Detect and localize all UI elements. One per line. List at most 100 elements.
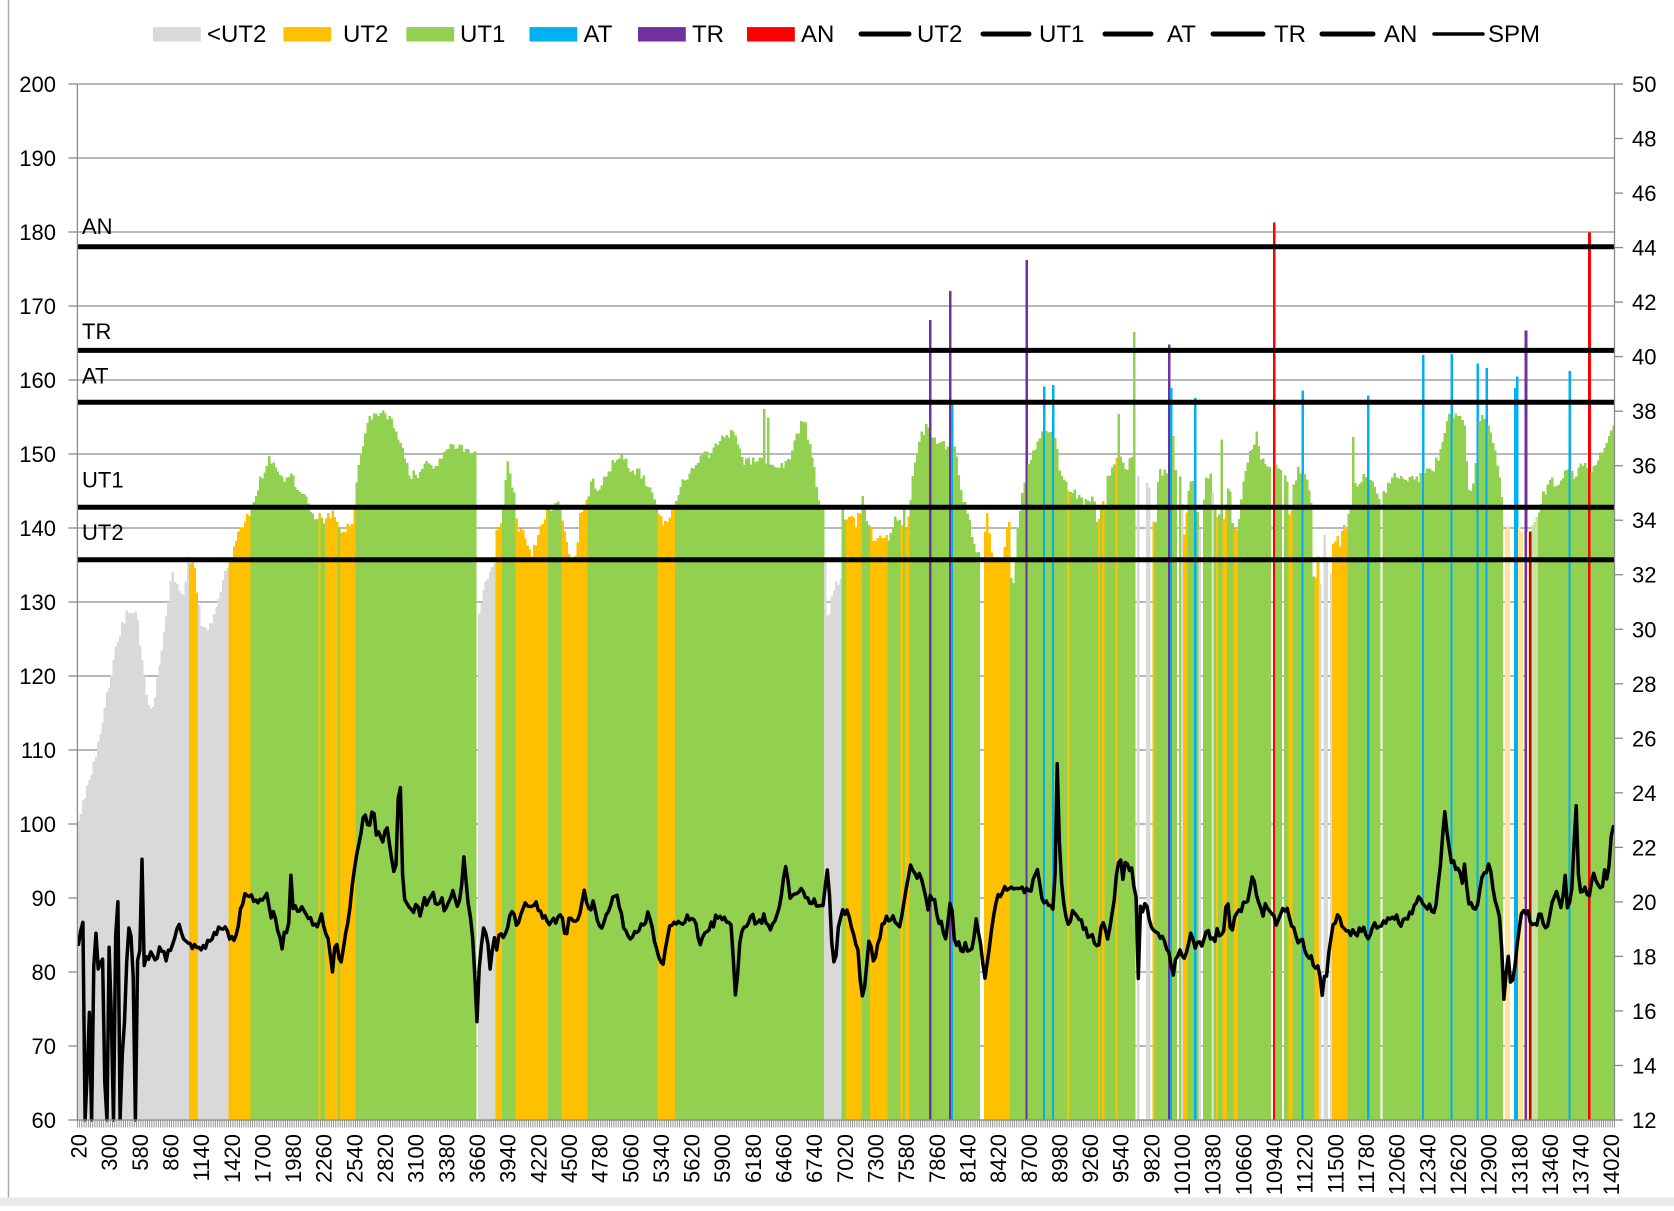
svg-text:11220: 11220 — [1293, 1134, 1318, 1194]
svg-text:8700: 8700 — [1017, 1134, 1042, 1183]
svg-text:36: 36 — [1632, 454, 1656, 479]
svg-text:TR: TR — [692, 21, 724, 48]
svg-text:60: 60 — [32, 1108, 56, 1133]
svg-text:UT2: UT2 — [917, 21, 962, 48]
svg-text:13180: 13180 — [1507, 1134, 1532, 1195]
svg-text:150: 150 — [19, 442, 56, 467]
svg-text:1700: 1700 — [250, 1134, 275, 1183]
svg-text:7860: 7860 — [925, 1134, 950, 1183]
svg-text:9540: 9540 — [1109, 1134, 1134, 1183]
svg-text:12: 12 — [1632, 1108, 1656, 1133]
svg-text:48: 48 — [1632, 127, 1656, 152]
svg-text:180: 180 — [19, 220, 56, 245]
svg-text:UT1: UT1 — [1039, 21, 1084, 48]
svg-text:12900: 12900 — [1477, 1134, 1502, 1195]
svg-text:11500: 11500 — [1323, 1134, 1348, 1194]
svg-text:140: 140 — [19, 516, 56, 541]
svg-text:9260: 9260 — [1078, 1134, 1103, 1183]
svg-text:UT2: UT2 — [343, 21, 388, 48]
svg-text:170: 170 — [19, 294, 56, 319]
svg-text:4220: 4220 — [526, 1134, 551, 1183]
svg-text:28: 28 — [1632, 672, 1656, 697]
svg-text:130: 130 — [19, 590, 56, 615]
svg-text:AN: AN — [801, 21, 834, 48]
svg-text:18: 18 — [1632, 944, 1656, 969]
svg-text:TR: TR — [1274, 21, 1306, 48]
svg-text:2260: 2260 — [312, 1134, 337, 1183]
svg-text:8420: 8420 — [986, 1134, 1011, 1183]
svg-text:AT: AT — [82, 364, 108, 389]
svg-text:7580: 7580 — [894, 1134, 919, 1183]
svg-text:AN: AN — [82, 214, 113, 239]
svg-text:50: 50 — [1632, 72, 1656, 97]
svg-text:2540: 2540 — [342, 1134, 367, 1183]
svg-text:70: 70 — [32, 1034, 56, 1059]
svg-text:160: 160 — [19, 368, 56, 393]
svg-text:1420: 1420 — [220, 1134, 245, 1183]
svg-text:5060: 5060 — [618, 1134, 643, 1183]
svg-text:24: 24 — [1632, 781, 1656, 806]
svg-text:120: 120 — [19, 664, 56, 689]
svg-text:8140: 8140 — [956, 1134, 981, 1183]
svg-text:3660: 3660 — [465, 1134, 490, 1183]
svg-text:100: 100 — [19, 812, 56, 837]
svg-text:<UT2: <UT2 — [207, 21, 266, 48]
svg-text:580: 580 — [128, 1134, 153, 1171]
svg-text:13460: 13460 — [1538, 1134, 1563, 1195]
svg-text:46: 46 — [1632, 181, 1656, 206]
svg-text:UT1: UT1 — [460, 21, 505, 48]
svg-text:40: 40 — [1632, 345, 1656, 370]
svg-text:300: 300 — [97, 1134, 122, 1171]
svg-text:12340: 12340 — [1415, 1134, 1440, 1195]
svg-text:11780: 11780 — [1354, 1134, 1379, 1194]
svg-text:1140: 1140 — [189, 1134, 214, 1181]
svg-text:20: 20 — [1632, 890, 1656, 915]
svg-text:110: 110 — [21, 738, 56, 763]
svg-text:90: 90 — [32, 886, 56, 911]
svg-text:3940: 3940 — [496, 1134, 521, 1183]
svg-text:34: 34 — [1632, 508, 1656, 533]
svg-text:20: 20 — [67, 1134, 92, 1158]
svg-text:1980: 1980 — [281, 1134, 306, 1183]
svg-text:AT: AT — [1167, 21, 1196, 48]
svg-text:30: 30 — [1632, 617, 1656, 642]
svg-text:26: 26 — [1632, 726, 1656, 751]
svg-text:16: 16 — [1632, 999, 1656, 1024]
svg-text:8980: 8980 — [1047, 1134, 1072, 1183]
svg-text:80: 80 — [32, 960, 56, 985]
svg-text:TR: TR — [82, 319, 111, 344]
svg-text:AN: AN — [1384, 21, 1417, 48]
svg-text:22: 22 — [1632, 835, 1656, 860]
svg-text:10940: 10940 — [1262, 1134, 1287, 1195]
svg-text:AT: AT — [584, 21, 613, 48]
svg-text:6740: 6740 — [802, 1134, 827, 1183]
svg-text:SPM: SPM — [1488, 21, 1540, 48]
svg-text:10100: 10100 — [1170, 1134, 1195, 1195]
svg-text:190: 190 — [19, 146, 56, 171]
svg-text:5620: 5620 — [680, 1134, 705, 1183]
svg-text:32: 32 — [1632, 563, 1656, 588]
svg-text:3100: 3100 — [404, 1134, 429, 1183]
svg-text:2820: 2820 — [373, 1134, 398, 1183]
svg-text:13740: 13740 — [1569, 1134, 1594, 1195]
svg-text:12620: 12620 — [1446, 1134, 1471, 1195]
svg-text:42: 42 — [1632, 290, 1656, 315]
svg-text:860: 860 — [159, 1134, 184, 1171]
svg-text:6460: 6460 — [772, 1134, 797, 1183]
svg-text:200: 200 — [19, 72, 56, 97]
svg-text:14: 14 — [1632, 1054, 1656, 1079]
svg-text:5900: 5900 — [710, 1134, 735, 1183]
svg-text:38: 38 — [1632, 399, 1656, 424]
svg-text:10660: 10660 — [1231, 1134, 1256, 1195]
svg-text:6180: 6180 — [741, 1134, 766, 1183]
svg-text:4500: 4500 — [557, 1134, 582, 1183]
svg-text:UT2: UT2 — [82, 520, 124, 545]
svg-text:UT1: UT1 — [82, 468, 124, 493]
svg-text:44: 44 — [1632, 236, 1656, 261]
svg-text:9820: 9820 — [1139, 1134, 1164, 1183]
svg-text:3380: 3380 — [434, 1134, 459, 1183]
svg-text:10380: 10380 — [1201, 1134, 1226, 1195]
svg-text:14020: 14020 — [1599, 1134, 1624, 1195]
svg-text:4780: 4780 — [588, 1134, 613, 1183]
svg-text:5340: 5340 — [649, 1134, 674, 1183]
